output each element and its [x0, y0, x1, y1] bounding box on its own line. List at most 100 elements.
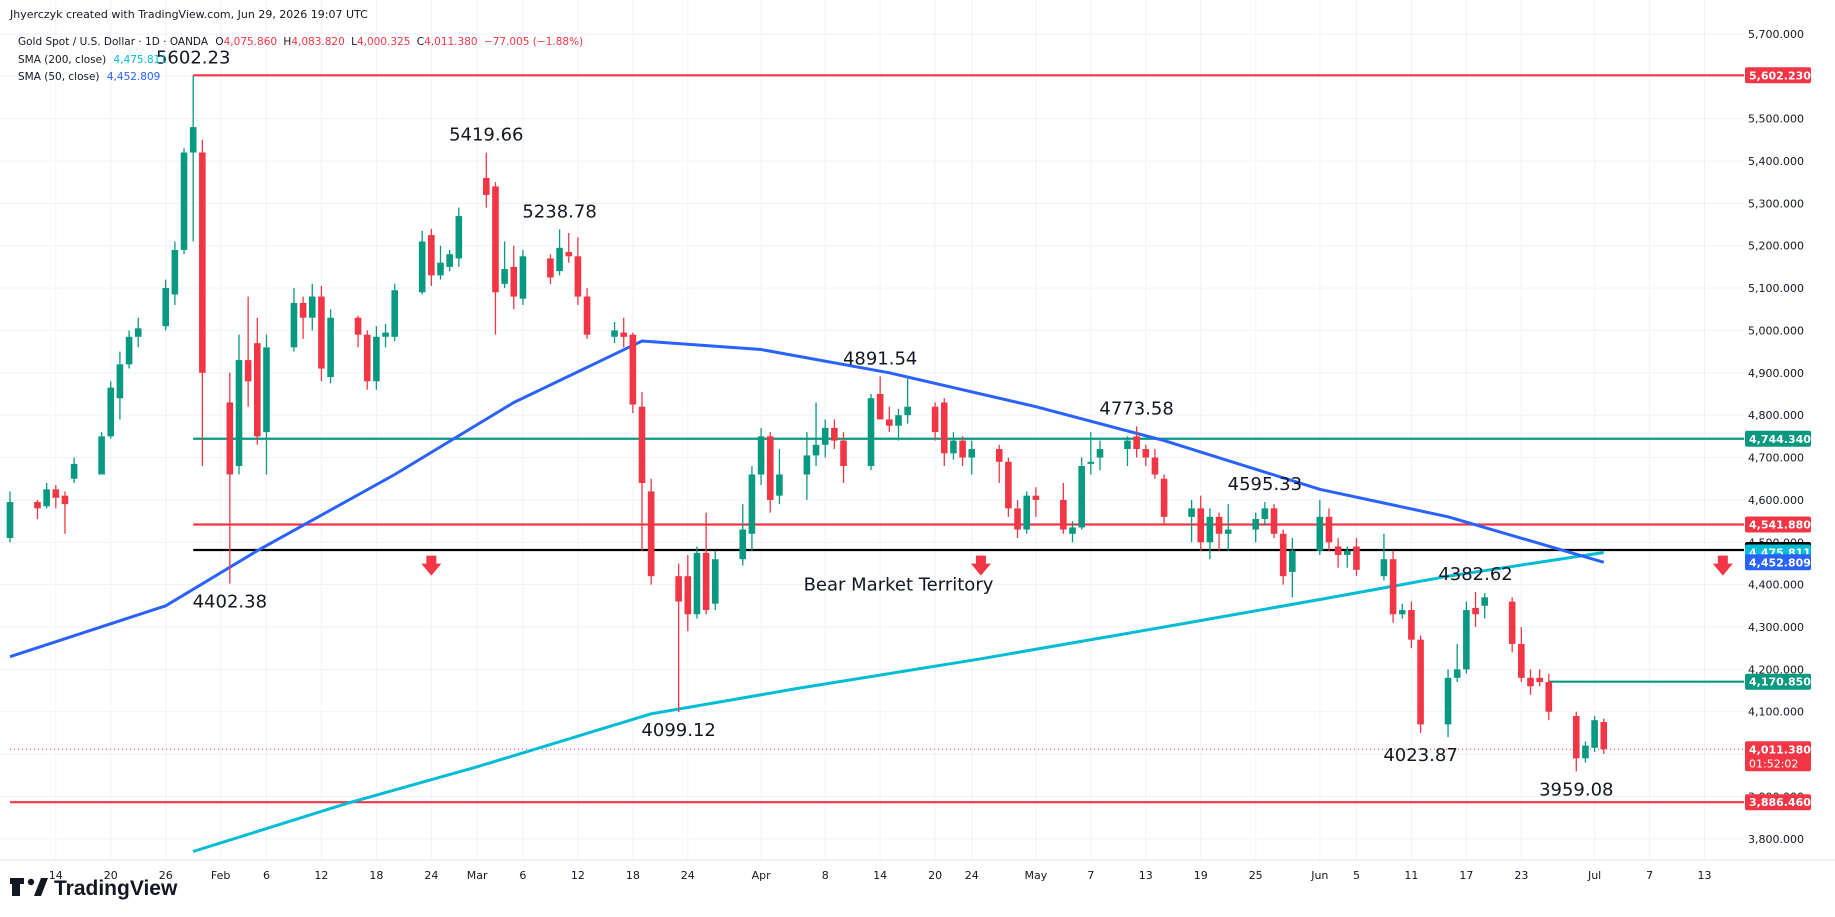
candle[interactable] [1472, 591, 1479, 627]
candle[interactable] [299, 296, 307, 339]
candle[interactable] [904, 377, 911, 424]
candle[interactable] [739, 504, 747, 566]
candle[interactable] [437, 245, 444, 280]
candle[interactable] [1600, 718, 1608, 754]
candle[interactable] [290, 288, 298, 352]
candle[interactable] [711, 550, 719, 611]
candle[interactable] [1124, 436, 1131, 467]
candle[interactable] [510, 245, 518, 310]
candle[interactable] [931, 402, 939, 441]
candle[interactable] [6, 491, 14, 543]
candle[interactable] [98, 432, 105, 475]
sma200-line[interactable] [192, 551, 1605, 853]
price-tag[interactable]: 3,886.460 [1745, 794, 1811, 811]
candle[interactable] [583, 288, 591, 339]
candle[interactable] [547, 254, 554, 284]
candle[interactable] [995, 444, 1003, 483]
candle[interactable] [1527, 669, 1534, 695]
candle[interactable] [263, 334, 270, 475]
candle[interactable] [574, 237, 582, 306]
candle[interactable] [776, 449, 783, 505]
candle[interactable] [52, 485, 60, 509]
candle[interactable] [620, 317, 627, 348]
candle[interactable] [876, 376, 884, 420]
time-axis[interactable]: 14 20 26 Feb 6 12 18 24 Mar 6 12 18 24 Apr 8 14 20 24 May 7… [0, 859, 1835, 882]
candle[interactable] [1270, 504, 1278, 539]
candle[interactable] [886, 406, 893, 433]
candle[interactable] [235, 334, 243, 475]
candle[interactable] [446, 249, 453, 272]
candle[interactable] [1069, 521, 1076, 543]
candle[interactable] [1142, 444, 1150, 467]
candle[interactable] [519, 249, 527, 306]
price-tag[interactable]: 4,744.340 [1745, 430, 1811, 447]
price-axis[interactable]: 3,800.0003,900.0004,000.0004,100.0004,20… [1744, 0, 1835, 860]
candle[interactable] [1380, 533, 1388, 581]
candle[interactable] [107, 381, 115, 439]
candle[interactable] [483, 152, 490, 208]
candle[interactable] [199, 139, 206, 467]
candle[interactable] [1279, 529, 1287, 585]
candle[interactable] [244, 296, 252, 407]
candle[interactable] [675, 563, 682, 713]
candle[interactable] [1206, 508, 1214, 560]
candle[interactable] [1197, 495, 1205, 551]
candle[interactable] [43, 482, 50, 509]
candle[interactable] [1224, 504, 1232, 551]
candle[interactable] [638, 391, 646, 551]
candle[interactable] [1398, 603, 1406, 619]
candle[interactable] [556, 229, 563, 276]
candle[interactable] [1261, 501, 1269, 526]
candle[interactable] [1005, 457, 1012, 517]
candle[interactable] [34, 499, 41, 519]
candle[interactable] [70, 457, 78, 483]
candle[interactable] [1215, 512, 1223, 551]
candle[interactable] [1572, 711, 1580, 772]
candle[interactable] [134, 317, 142, 348]
candle[interactable] [867, 393, 875, 471]
candle[interactable] [766, 432, 774, 513]
candle[interactable] [1463, 601, 1470, 674]
candle[interactable] [391, 283, 398, 342]
candle[interactable] [308, 283, 316, 331]
price-tag[interactable]: 4,452.809 [1745, 554, 1811, 571]
candle[interactable] [318, 285, 325, 382]
candle[interactable] [1334, 538, 1342, 568]
candle[interactable] [1545, 673, 1553, 721]
candle[interactable] [1032, 487, 1040, 517]
candle[interactable] [895, 408, 902, 441]
candle[interactable] [125, 330, 133, 369]
candle[interactable] [629, 332, 637, 414]
candle[interactable] [1353, 538, 1360, 577]
candle[interactable] [1325, 508, 1333, 551]
sma200-legend[interactable]: SMA (200, close) 4,475.811 [18, 54, 167, 66]
candle[interactable] [61, 491, 69, 534]
candle[interactable] [354, 315, 362, 348]
candle[interactable] [162, 279, 170, 331]
candle[interactable] [1252, 512, 1259, 543]
candle[interactable] [1289, 538, 1296, 598]
price-tag[interactable]: 4,541.880 [1745, 516, 1811, 533]
candle[interactable] [821, 419, 829, 458]
candle[interactable] [1160, 474, 1168, 526]
candle[interactable] [1389, 550, 1397, 623]
candle[interactable] [501, 241, 508, 289]
candle[interactable] [1453, 643, 1461, 683]
candle[interactable] [702, 512, 710, 615]
candle[interactable] [748, 466, 756, 551]
candle[interactable] [803, 432, 811, 500]
candle[interactable] [382, 324, 389, 348]
candle[interactable] [1023, 491, 1031, 534]
price-tag[interactable]: 5,602.230 [1745, 67, 1811, 84]
candle[interactable] [171, 241, 179, 306]
candle[interactable] [1087, 432, 1095, 475]
candle[interactable] [492, 182, 499, 335]
candle[interactable] [831, 419, 838, 450]
candle[interactable] [226, 372, 234, 584]
candle[interactable] [940, 398, 948, 467]
candle[interactable] [1417, 635, 1424, 733]
candle[interactable] [684, 554, 692, 632]
candle[interactable] [254, 317, 261, 445]
candle[interactable] [693, 546, 701, 619]
candle[interactable] [428, 228, 435, 286]
